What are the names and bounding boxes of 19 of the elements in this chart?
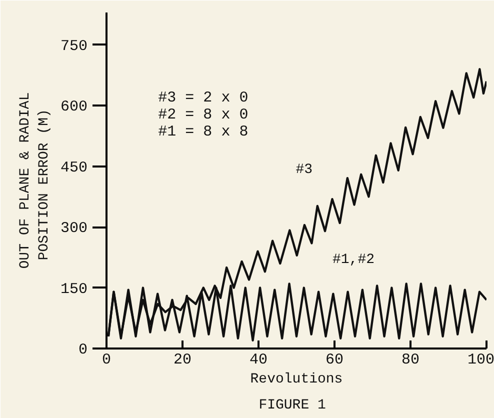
annotation: #2 = 8 x 0 xyxy=(158,106,248,124)
x-tick-label: 80 xyxy=(402,352,420,368)
x-tick-label: 0 xyxy=(102,352,112,368)
caption: FIGURE 1 xyxy=(258,398,326,414)
y-tick-label: 150 xyxy=(60,280,88,298)
x-tick-label: 100 xyxy=(467,352,494,368)
y-tick-label: 450 xyxy=(60,159,88,176)
text: #3 xyxy=(296,162,313,178)
annotation: #3 = 2 x 0 xyxy=(158,90,248,107)
y-tick-label: 750 xyxy=(60,38,88,55)
x-tick-label: 20 xyxy=(174,352,192,368)
x-axis-title: Revolutions xyxy=(250,372,343,388)
y-tick-label: 600 xyxy=(60,98,88,116)
x-tick-label: 40 xyxy=(250,352,268,368)
x-tick-label: 60 xyxy=(326,352,344,368)
y-axis-title: OUT OF PLANE & RADIAL POSITION ERROR (M) xyxy=(17,92,52,269)
y-tick-label: 300 xyxy=(60,220,88,238)
series-label: #1,#2 xyxy=(332,252,375,268)
annotation: #1 = 8 x 8 xyxy=(158,123,248,140)
